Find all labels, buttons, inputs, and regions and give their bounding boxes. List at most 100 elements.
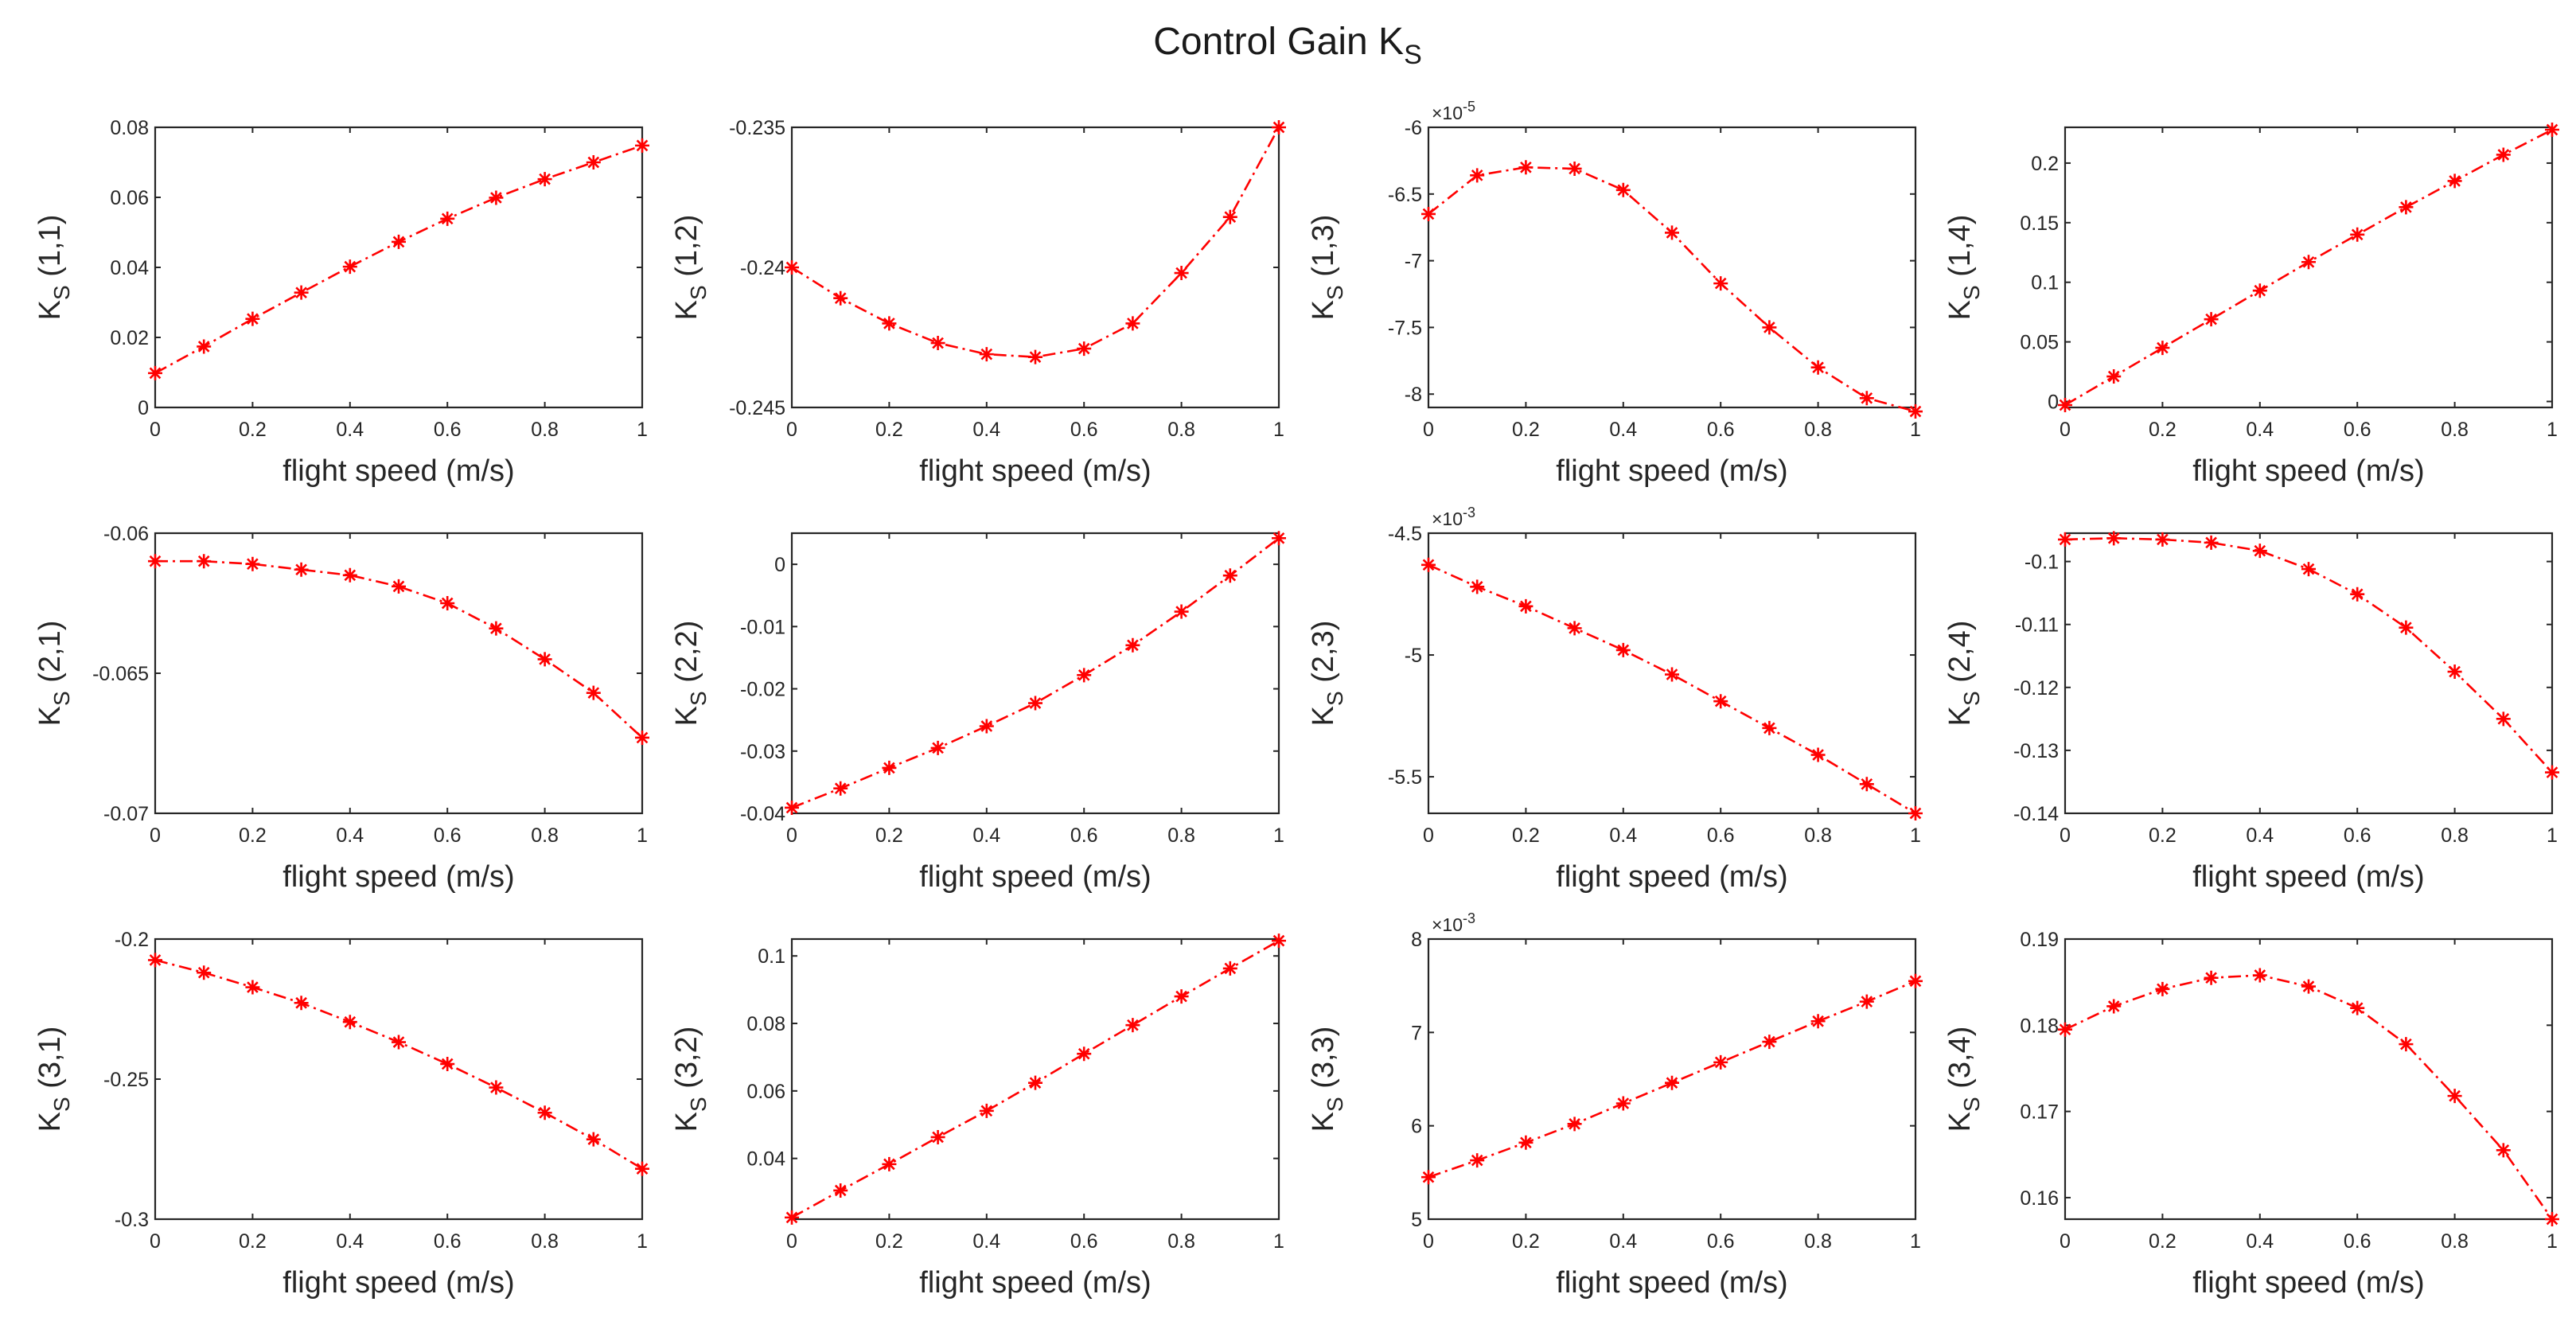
star-marker-shape xyxy=(2447,173,2462,189)
star-marker-shape xyxy=(1713,694,1728,709)
y-tick-label: -0.3 xyxy=(115,1209,149,1231)
data-point-marker xyxy=(440,211,455,226)
star-marker-shape xyxy=(489,621,504,636)
data-point-marker xyxy=(342,259,357,275)
star-marker-shape xyxy=(1125,1018,1140,1033)
data-point-marker xyxy=(1567,621,1582,636)
star-marker-shape xyxy=(392,579,406,594)
y-tick-label: -4.5 xyxy=(1388,523,1422,545)
star-marker-shape xyxy=(586,685,601,700)
star-marker-shape xyxy=(785,800,799,815)
y-tick-label: 0.18 xyxy=(2020,1015,2059,1037)
y-tick-label: -5 xyxy=(1405,645,1422,667)
x-tick-label: 0.4 xyxy=(1609,1230,1637,1253)
y-label-main: K xyxy=(1307,706,1340,726)
x-tick-label: 1 xyxy=(1910,419,1921,441)
star-marker-shape xyxy=(2106,531,2122,546)
star-marker-shape xyxy=(979,719,994,734)
x-axis-label: flight speed (m/s) xyxy=(2192,1266,2424,1300)
figure-title-main: Control Gain K xyxy=(1153,21,1404,63)
figure-title: Control Gain KS xyxy=(1153,21,1422,70)
star-marker-shape xyxy=(1028,696,1042,711)
subplot-grid: 0 0.2 0.4 0.6 0.8 1 0 0.02 0.04 0.06 0.08 flight sp… xyxy=(33,99,2559,1300)
y-label-subscript: S xyxy=(1323,285,1347,300)
data-point-marker xyxy=(1665,667,1679,682)
data-point-marker xyxy=(1810,1014,1826,1029)
y-tick-label: 5 xyxy=(1411,1209,1422,1231)
data-point-marker xyxy=(1518,160,1534,175)
data-point-marker xyxy=(2496,147,2511,162)
x-tick-label: 0.8 xyxy=(2441,824,2469,847)
y-label-subscript: S xyxy=(49,285,74,300)
y-label-index: (3,2) xyxy=(670,1027,703,1097)
star-marker-shape xyxy=(1859,777,1874,792)
y-label-index: (2,3) xyxy=(1307,621,1340,692)
y-label-main: K xyxy=(1307,1112,1340,1132)
x-tick-label: 1 xyxy=(2547,1230,2558,1253)
star-marker-shape xyxy=(1222,568,1237,583)
y-tick-label: 0.08 xyxy=(110,117,149,139)
subplot-k-s-1-4: 0 0.2 0.4 0.6 0.8 1 0 0.05 0.1 0.15 0.2 flight spee… xyxy=(1943,122,2559,488)
star-marker-shape xyxy=(1908,973,1923,988)
y-label-index: (3,4) xyxy=(1943,1027,1977,1097)
data-point-marker xyxy=(785,1210,799,1225)
star-marker-shape xyxy=(392,1035,406,1050)
star-marker-shape xyxy=(882,316,897,331)
star-marker-shape xyxy=(882,760,897,775)
data-point-marker xyxy=(1222,961,1237,976)
y-label-main: K xyxy=(33,300,67,320)
exponent-power: -3 xyxy=(1463,505,1475,520)
star-marker-shape xyxy=(440,1056,455,1071)
star-marker-shape xyxy=(979,1103,994,1118)
data-point-marker xyxy=(489,621,504,636)
data-point-marker xyxy=(1859,994,1874,1009)
x-tick-label: 0.6 xyxy=(1070,1230,1098,1253)
y-label-subscript: S xyxy=(49,691,74,706)
star-marker-shape xyxy=(148,953,162,968)
data-point-marker xyxy=(2545,765,2559,780)
data-point-marker xyxy=(930,336,945,351)
star-marker-shape xyxy=(1174,989,1189,1004)
data-point-marker xyxy=(2399,1037,2414,1052)
y-tick-label: -6 xyxy=(1405,117,1422,139)
star-marker-shape xyxy=(245,980,260,995)
data-point-marker xyxy=(2204,970,2219,985)
star-marker-shape xyxy=(1470,168,1485,183)
data-point-marker xyxy=(586,685,601,700)
star-marker-shape xyxy=(1615,1096,1631,1111)
star-marker-shape xyxy=(294,562,309,577)
star-marker-shape xyxy=(1421,1170,1436,1185)
x-tick-label: 0.8 xyxy=(1167,1230,1195,1253)
star-marker-shape xyxy=(2496,711,2511,727)
x-tick-label: 0.2 xyxy=(2149,419,2177,441)
data-point-marker xyxy=(2350,227,2365,242)
star-marker-shape xyxy=(2252,283,2267,298)
star-marker-shape xyxy=(785,260,799,275)
data-point-marker xyxy=(148,554,162,569)
data-point-marker xyxy=(1470,579,1485,594)
star-marker-shape xyxy=(1125,637,1140,653)
star-marker-shape xyxy=(2058,1022,2072,1037)
data-point-marker xyxy=(2106,531,2122,546)
y-axis-label: KS (2,4) xyxy=(1943,621,1984,727)
y-label-main: K xyxy=(1943,300,1977,320)
y-tick-label: -5.5 xyxy=(1388,766,1422,789)
y-label-subscript: S xyxy=(686,691,711,706)
data-point-marker xyxy=(148,953,162,968)
star-marker-shape xyxy=(1567,161,1582,176)
y-tick-label: 0.2 xyxy=(2031,153,2059,175)
y-label-main: K xyxy=(670,300,703,320)
data-point-marker xyxy=(2301,979,2316,994)
data-point-marker xyxy=(1125,1018,1140,1033)
star-marker-shape xyxy=(2545,1212,2559,1226)
data-point-marker xyxy=(979,719,994,734)
x-axis-label: flight speed (m/s) xyxy=(283,860,514,894)
y-axis-label: KS (3,1) xyxy=(33,1027,74,1132)
subplot-k-s-2-1: 0 0.2 0.4 0.6 0.8 1 -0.07 -0.065 -0.06 flight spe… xyxy=(33,523,649,894)
data-point-marker xyxy=(979,1103,994,1118)
x-tick-label: 0.6 xyxy=(1707,824,1735,847)
x-axis-label: flight speed (m/s) xyxy=(283,1266,514,1300)
y-tick-label: -0.11 xyxy=(2015,614,2059,637)
x-tick-label: 0.8 xyxy=(1804,419,1832,441)
star-marker-shape xyxy=(1174,266,1189,281)
